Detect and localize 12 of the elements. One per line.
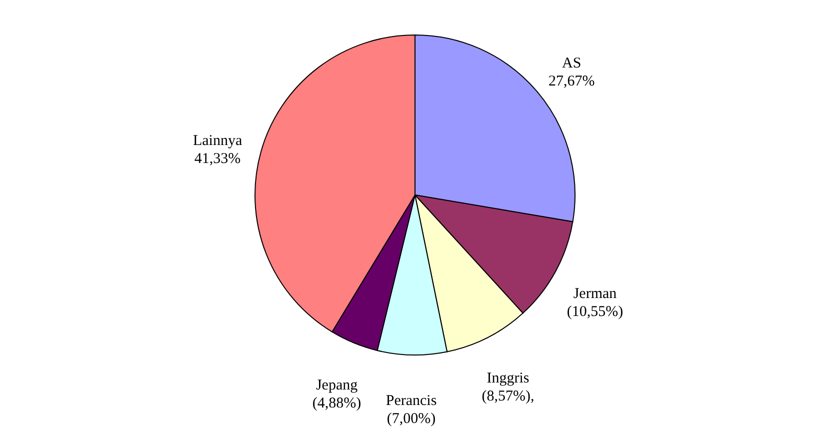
slice-label: Inggris: [486, 370, 530, 387]
data-label: (4,88%): [312, 395, 362, 412]
data-label: (8,57%),: [482, 388, 534, 405]
data-label: 41,33%: [194, 150, 241, 167]
slice-label: Jerman: [573, 286, 618, 302]
data-label: (7,00%): [386, 410, 436, 427]
data-label: 27,67%: [548, 74, 595, 90]
slice-label: AS: [562, 56, 582, 72]
slice-label: Lainnya: [192, 132, 242, 149]
slice-label: Perancis: [386, 392, 437, 409]
slice-label: Jepang: [316, 377, 358, 394]
data-label: (10,55%): [566, 304, 624, 320]
